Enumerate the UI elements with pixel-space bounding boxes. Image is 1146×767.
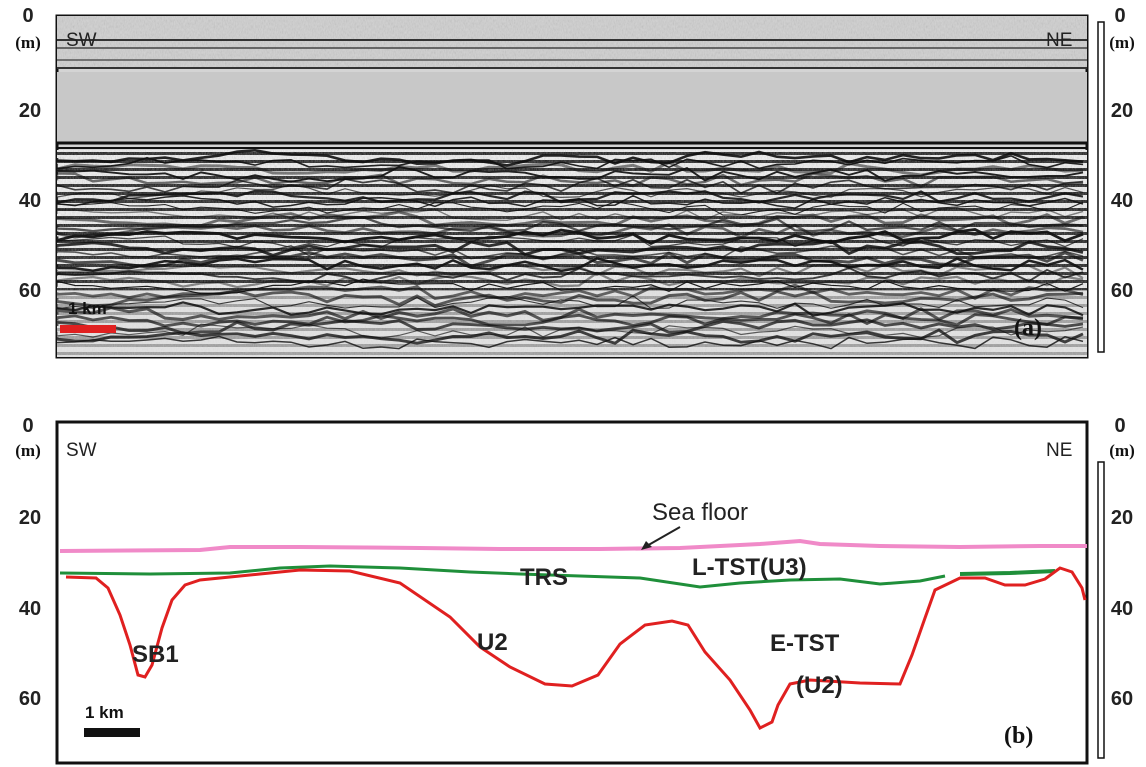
reflector-line [57, 263, 1084, 280]
depth-tick-label: 40 [1111, 190, 1133, 212]
l-tst-label: L-TST(U3) [692, 554, 807, 581]
scale-bar [60, 325, 116, 333]
reflector-line [57, 223, 1084, 239]
depth-tick-label: 60 [19, 280, 41, 302]
reflector-line [57, 323, 1084, 339]
reflector-line [57, 328, 1084, 345]
depth-tick-label: 40 [19, 190, 41, 212]
reflector-line [57, 189, 1084, 204]
depth-tick-label: 0 [22, 5, 33, 27]
panel-b: 0 (m) 20 40 60 0 (m) 20 40 60 SW NE Sea … [15, 415, 1135, 765]
depth-tick-label: 20 [19, 507, 41, 529]
sb1-label: SB1 [132, 641, 179, 668]
reflector-line [57, 257, 1084, 273]
depth-tick-label: 0 [1114, 5, 1125, 27]
reflector-line [57, 312, 1084, 328]
reflector-line [57, 201, 1084, 216]
scale-bar-b: 1 km [84, 703, 140, 737]
reflector-line [57, 194, 1084, 209]
depth-tick-label: 60 [19, 688, 41, 710]
reflector-line [57, 210, 1084, 228]
depth-tick-label: 40 [19, 598, 41, 620]
reflector-line [57, 154, 1084, 170]
direction-label-sw: SW [66, 30, 97, 51]
depth-unit-label: (m) [1109, 441, 1134, 460]
reflector-line [57, 301, 1084, 317]
scale-bar-label: 1 km [68, 299, 107, 318]
depth-tick-label: 0 [1114, 415, 1125, 437]
scale-bar [84, 728, 140, 737]
reflector-line [57, 239, 1084, 257]
reflector-line [57, 165, 1084, 183]
reflector-line [57, 177, 1084, 195]
panel-label-a: (a) [1014, 315, 1042, 341]
depth-tick-label: 20 [1111, 100, 1133, 122]
seismic-profile-image [57, 16, 1087, 357]
scale-bar-a: 1 km [60, 299, 116, 333]
depth-axis-right-a: 0 (m) 20 40 60 [1097, 5, 1135, 353]
reflector-line [57, 295, 1084, 310]
sea-floor-annotation: Sea floor [641, 499, 748, 550]
sb1-surface-line [65, 566, 1087, 730]
reflector-line [57, 184, 1084, 200]
reflector-line [57, 207, 1084, 222]
depth-tick-label: 60 [1111, 688, 1133, 710]
u2-label: U2 [477, 629, 508, 656]
direction-label-ne: NE [1046, 30, 1072, 51]
depth-axis-left-a: 0 (m) 20 40 60 [15, 5, 41, 302]
reflector-line [57, 228, 1084, 245]
sea-floor-label: Sea floor [652, 499, 748, 526]
reflector-line [57, 160, 1084, 177]
depth-unit-label: (m) [15, 441, 40, 460]
depth-axis-left-b: 0 (m) 20 40 60 [15, 415, 41, 710]
trs-surface-line-segment [959, 569, 1056, 576]
depth-unit-label: (m) [15, 33, 40, 52]
reflector-line [57, 148, 1084, 167]
trs-surface-line [59, 564, 946, 589]
depth-tick-label: 20 [19, 100, 41, 122]
reflector-line [57, 172, 1084, 189]
e-tst-label: E-TST [770, 630, 840, 657]
depth-unit-label: (m) [1109, 33, 1134, 52]
direction-label-sw: SW [66, 440, 97, 461]
interpretation-frame [55, 420, 1089, 765]
reflector-line [57, 271, 1084, 289]
reflector-line [57, 289, 1084, 308]
scale-bar-label: 1 km [85, 703, 124, 722]
depth-tick-label: 40 [1111, 598, 1133, 620]
direction-label-ne: NE [1046, 440, 1072, 461]
depth-axis-right-b: 0 (m) 20 40 60 [1097, 415, 1135, 759]
panel-label-b: (b) [1004, 723, 1033, 749]
reflector-line [57, 250, 1084, 269]
reflector-line [57, 266, 1084, 284]
e-tst-unit-label: (U2) [796, 672, 843, 699]
depth-tick-label: 0 [22, 415, 33, 437]
sea-floor-line [59, 538, 1087, 553]
depth-tick-label: 20 [1111, 507, 1133, 529]
seismic-reflectors [57, 148, 1084, 350]
panel-a: 0 (m) 20 40 60 0 (m) 20 40 60 SW NE 1 km… [15, 5, 1135, 359]
reflector-line [57, 335, 1084, 350]
trs-label: TRS [520, 564, 568, 591]
depth-tick-label: 60 [1111, 280, 1133, 302]
